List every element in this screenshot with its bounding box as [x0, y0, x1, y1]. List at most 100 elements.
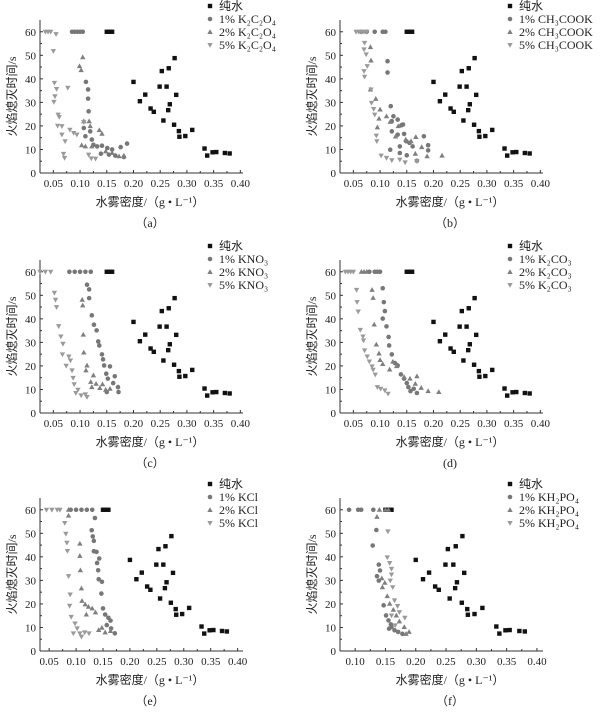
data-point: [505, 393, 510, 398]
data-point: [382, 308, 388, 314]
data-point: [202, 631, 207, 636]
data-point: [372, 112, 378, 118]
data-point: [92, 156, 99, 162]
data-point: [162, 585, 168, 591]
y-tick-label: 60: [25, 505, 37, 517]
x-tick-label: 0.25: [436, 656, 456, 668]
data-point: [101, 363, 107, 368]
data-point: [202, 386, 207, 391]
chart-panel-e: 0 10 20 30 40 50 60 0.05 0.10 0.15 0.20 0.25 0.30 0.3…: [0, 478, 306, 718]
series-3: [43, 507, 92, 640]
data-point: [490, 367, 495, 373]
data-point: [510, 150, 515, 155]
x-tick-label: 0.35: [504, 178, 524, 190]
data-point: [89, 313, 95, 318]
data-point: [171, 122, 177, 127]
data-point: [390, 358, 396, 364]
data-point: [157, 596, 163, 601]
data-point: [86, 287, 92, 292]
data-point: [110, 380, 116, 386]
data-point: [161, 118, 166, 123]
data-point: [401, 624, 407, 629]
data-point: [373, 133, 380, 139]
data-point: [131, 319, 136, 325]
y-tick-label: 20: [325, 599, 337, 611]
x-tick-label: 0.05: [344, 178, 364, 190]
data-point: [222, 150, 228, 156]
data-point: [96, 343, 102, 348]
legend-marker: [207, 269, 213, 274]
data-point: [448, 346, 453, 351]
data-point: [453, 544, 458, 549]
y-tick-label: 10: [325, 384, 337, 396]
data-point: [374, 527, 379, 533]
legend-label: 纯水: [519, 478, 543, 491]
data-point: [404, 269, 409, 274]
y-axis-label: 火焰熄灭时间/s: [4, 534, 19, 614]
data-point: [373, 341, 380, 347]
data-point: [410, 144, 415, 149]
data-point: [436, 587, 441, 592]
legend-marker: [507, 269, 513, 274]
data-point: [472, 611, 477, 617]
data-point: [382, 388, 388, 394]
data-point: [385, 529, 391, 535]
data-point: [56, 114, 62, 120]
data-point: [507, 627, 512, 633]
data-point: [358, 507, 364, 513]
data-point: [53, 305, 60, 310]
data-point: [94, 328, 99, 333]
data-point: [381, 299, 387, 305]
data-point: [447, 596, 452, 601]
data-point: [90, 534, 96, 539]
data-point: [202, 146, 207, 151]
data-point: [157, 84, 162, 89]
data-point: [164, 84, 169, 89]
data-point: [386, 343, 392, 348]
data-point: [74, 626, 80, 632]
x-tick-label: 0.15: [397, 418, 417, 430]
data-point: [378, 153, 384, 159]
legend-marker: [207, 507, 213, 512]
data-point: [514, 149, 519, 155]
chart-panel-a: 0 10 20 30 40 50 60 0.05 0.10 0.15 0.20 0.25 0.30 0.3…: [0, 0, 306, 240]
data-point: [57, 507, 63, 513]
legend-label: 2% KNO₃: [219, 265, 268, 279]
data-point: [77, 540, 83, 546]
data-point: [361, 74, 368, 80]
data-point: [99, 352, 105, 357]
data-point: [411, 386, 417, 392]
data-point: [100, 357, 106, 362]
data-point: [357, 327, 363, 333]
x-tick-label: 0.10: [370, 418, 390, 430]
series-3: [342, 269, 391, 397]
data-point: [80, 302, 86, 308]
data-point: [94, 549, 99, 555]
data-point: [89, 137, 95, 142]
data-point: [369, 287, 375, 292]
data-point: [414, 390, 420, 396]
legend-marker: [207, 521, 213, 526]
data-point: [364, 29, 370, 35]
data-point: [37, 269, 43, 275]
data-point: [85, 152, 92, 158]
data-point: [107, 29, 112, 34]
data-point: [494, 624, 499, 629]
chart-panel-c: 0 10 20 30 40 50 60 0.05 0.10 0.15 0.20 0.25 0.30 0.3…: [0, 240, 306, 480]
y-tick-label: 0: [331, 646, 337, 658]
data-point: [510, 390, 515, 395]
x-tick-label: 0.30: [467, 656, 487, 668]
data-point: [462, 570, 467, 576]
data-point: [461, 118, 466, 123]
data-point: [89, 507, 95, 513]
series-0: [104, 29, 232, 158]
data-point: [377, 269, 383, 275]
data-point: [355, 309, 361, 315]
data-point: [70, 375, 76, 381]
chart-panel-d: 0 10 20 30 40 50 60 0.05 0.10 0.15 0.20 0.25 0.30 0.3…: [300, 240, 606, 480]
data-point: [67, 358, 74, 364]
data-point: [457, 84, 462, 89]
data-point: [99, 624, 105, 630]
x-tick-label: 0.35: [204, 418, 224, 430]
data-point: [454, 580, 460, 585]
